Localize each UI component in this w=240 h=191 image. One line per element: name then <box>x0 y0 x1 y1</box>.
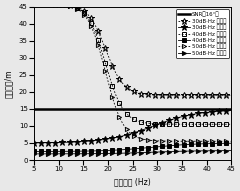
50dB·Hz 有辅助 <box>126 152 129 154</box>
50dB·Hz 有辅助 <box>33 153 36 155</box>
50dB·Hz 有辅助 <box>127 152 130 154</box>
40dB·Hz 无辅助 <box>194 123 197 125</box>
SNR（16°） <box>8 108 11 110</box>
30dB·Hz 有辅助 <box>150 125 153 128</box>
Line: 40dB·Hz 有辅助: 40dB·Hz 有辅助 <box>32 141 234 154</box>
Line: 30dB·Hz 无辅助: 30dB·Hz 无辅助 <box>30 0 235 99</box>
Y-axis label: 位置误差/m: 位置误差/m <box>4 69 13 98</box>
40dB·Hz 有辅助 <box>126 148 129 151</box>
40dB·Hz 有辅助 <box>150 146 153 148</box>
40dB·Hz 无辅助 <box>225 123 228 125</box>
50dB·Hz 有辅助 <box>194 150 197 152</box>
50dB·Hz 无辅助 <box>150 139 153 142</box>
40dB·Hz 有辅助 <box>194 143 197 145</box>
40dB·Hz 有辅助 <box>33 150 36 153</box>
30dB·Hz 有辅助 <box>139 129 142 132</box>
50dB·Hz 无辅助 <box>33 2 36 4</box>
50dB·Hz 有辅助 <box>230 149 233 152</box>
30dB·Hz 无辅助 <box>126 87 129 89</box>
50dB·Hz 无辅助 <box>127 131 130 133</box>
40dB·Hz 无辅助 <box>33 2 36 4</box>
50dB·Hz 无辅助 <box>225 140 228 142</box>
30dB·Hz 无辅助 <box>194 94 197 96</box>
30dB·Hz 有辅助 <box>230 109 233 112</box>
X-axis label: 轨道弓度 (Hz): 轨道弓度 (Hz) <box>114 178 151 187</box>
50dB·Hz 无辅助 <box>139 138 142 140</box>
40dB·Hz 无辅助 <box>127 115 130 117</box>
40dB·Hz 无辅助 <box>126 114 129 116</box>
50dB·Hz 无辅助 <box>194 140 197 142</box>
30dB·Hz 有辅助 <box>126 134 129 136</box>
Legend: SNR（16°）, 30dB·Hz 无辅助, 30dB·Hz 有辅助, 40dB·Hz 无辅助, 40dB·Hz 有辅助, 50dB·Hz 无辅助, 50dB·: SNR（16°）, 30dB·Hz 无辅助, 30dB·Hz 有辅助, 40dB… <box>176 9 229 58</box>
40dB·Hz 有辅助 <box>230 142 233 144</box>
50dB·Hz 无辅助 <box>126 129 129 132</box>
30dB·Hz 无辅助 <box>230 94 233 96</box>
30dB·Hz 无辅助 <box>127 88 130 90</box>
40dB·Hz 无辅助 <box>230 123 233 125</box>
40dB·Hz 有辅助 <box>127 148 130 151</box>
Line: 30dB·Hz 有辅助: 30dB·Hz 有辅助 <box>30 107 235 146</box>
30dB·Hz 有辅助 <box>33 142 36 144</box>
50dB·Hz 无辅助 <box>230 140 233 142</box>
30dB·Hz 无辅助 <box>225 94 228 96</box>
SNR（16°） <box>13 108 16 110</box>
40dB·Hz 无辅助 <box>150 122 153 125</box>
Line: 50dB·Hz 无辅助: 50dB·Hz 无辅助 <box>32 1 234 143</box>
50dB·Hz 有辅助 <box>150 151 153 153</box>
50dB·Hz 有辅助 <box>225 150 228 152</box>
Line: 40dB·Hz 无辅助: 40dB·Hz 无辅助 <box>32 1 234 126</box>
30dB·Hz 有辅助 <box>225 110 228 112</box>
40dB·Hz 有辅助 <box>225 142 228 144</box>
40dB·Hz 有辅助 <box>139 147 142 150</box>
40dB·Hz 无辅助 <box>139 121 142 123</box>
Line: 50dB·Hz 有辅助: 50dB·Hz 有辅助 <box>32 148 234 156</box>
50dB·Hz 有辅助 <box>139 151 142 154</box>
30dB·Hz 无辅助 <box>150 94 153 96</box>
30dB·Hz 无辅助 <box>139 92 142 95</box>
30dB·Hz 有辅助 <box>127 133 130 135</box>
30dB·Hz 有辅助 <box>194 113 197 115</box>
30dB·Hz 无辅助 <box>33 2 36 4</box>
